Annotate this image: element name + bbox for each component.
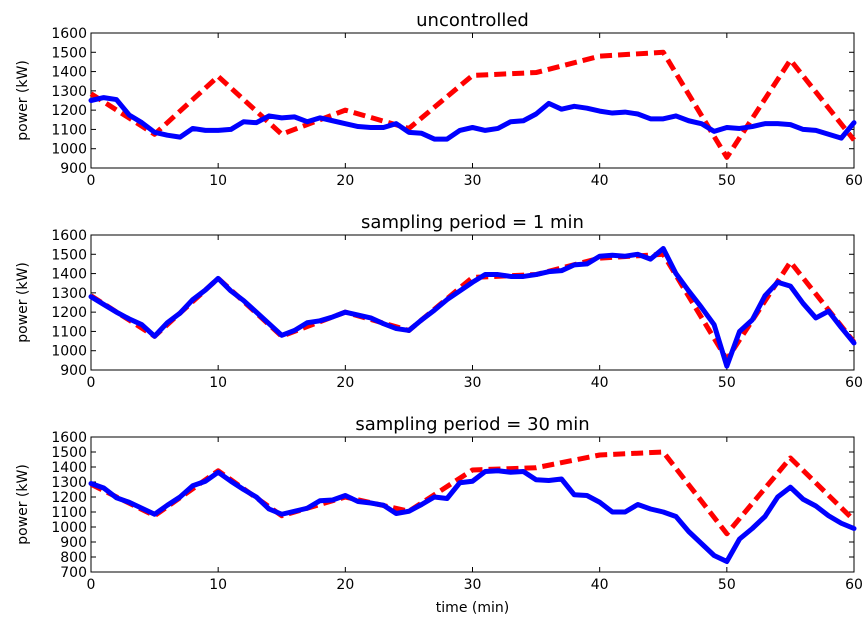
chart0-axes-frame — [90, 32, 855, 169]
chart1-ytick-label: 1400 — [51, 267, 87, 283]
chart0-xtick-label: 30 — [464, 173, 482, 189]
chart0-title: uncontrolled — [416, 10, 529, 31]
chart0-series-solid-blue-line — [88, 95, 857, 142]
chart2-xtick-label: 0 — [87, 577, 96, 593]
chart2-ytick-label: 1300 — [51, 475, 87, 491]
chart0-series-dashed-red-line — [89, 49, 856, 160]
chart1-ytick-label: 1000 — [51, 344, 87, 360]
chart2-series-dashed-red-line — [89, 449, 856, 537]
chart1-xtick-label: 20 — [336, 375, 354, 391]
chart0-xtick-label: 10 — [209, 173, 227, 189]
chart2-ytick-label: 1600 — [51, 430, 87, 446]
chart2-ytick-label: 1000 — [51, 520, 87, 536]
chart1-ytick-label: 1300 — [51, 286, 87, 302]
chart1-title: sampling period = 1 min — [361, 212, 584, 233]
chart2-xtick-label: 50 — [718, 577, 736, 593]
chart2-ytick-label: 1400 — [51, 460, 87, 476]
chart0-ytick-label: 1100 — [51, 122, 87, 138]
chart0-ytick-label: 1200 — [51, 103, 87, 119]
chart0-xtick-label: 60 — [845, 173, 863, 189]
chart1-ylabel: power (kW) — [15, 262, 31, 343]
chart2-ytick-label: 700 — [60, 565, 87, 581]
chart1-xtick-label: 10 — [209, 375, 227, 391]
chart1-xtick-label: 60 — [845, 375, 863, 391]
chart2-ytick-label: 1200 — [51, 490, 87, 506]
chart2-xlabel: time (min) — [436, 600, 509, 616]
chart1-ytick-label: 1600 — [51, 228, 87, 244]
chart0-ytick-label: 900 — [60, 161, 87, 177]
chart0-ytick-label: 1300 — [51, 84, 87, 100]
chart0-xtick-label: 0 — [87, 173, 96, 189]
chart2-xtick-label: 10 — [209, 577, 227, 593]
chart1-xtick-label: 0 — [87, 375, 96, 391]
chart1-series-dashed-red-line — [89, 251, 856, 362]
chart1-ytick-label: 1200 — [51, 305, 87, 321]
chart0-xtick-label: 20 — [336, 173, 354, 189]
chart1-xtick-label: 50 — [718, 375, 736, 391]
chart0-xtick-label: 50 — [718, 173, 736, 189]
chart2-ytick-label: 900 — [60, 535, 87, 551]
chart2-ytick-label: 1500 — [51, 445, 87, 461]
chart2-series-solid-blue-line — [88, 468, 857, 564]
chart0-ytick-label: 1000 — [51, 142, 87, 158]
chart2-xtick-label: 60 — [845, 577, 863, 593]
chart1-ytick-label: 1100 — [51, 324, 87, 340]
chart2-axes-frame — [90, 436, 855, 573]
chart2-xtick-label: 20 — [336, 577, 354, 593]
chart2-ytick-label: 800 — [60, 550, 87, 566]
chart2-ylabel: power (kW) — [15, 464, 31, 545]
chart1-xtick-label: 30 — [464, 375, 482, 391]
chart2-title: sampling period = 30 min — [355, 414, 589, 435]
chart1-axes-frame — [90, 234, 855, 371]
chart1-ytick-label: 1500 — [51, 247, 87, 263]
chart0-ytick-label: 1600 — [51, 26, 87, 42]
chart0-ytick-label: 1400 — [51, 65, 87, 81]
chart0-xtick-label: 40 — [591, 173, 609, 189]
chart2-xtick-label: 30 — [464, 577, 482, 593]
chart2-ytick-label: 1100 — [51, 505, 87, 521]
chart0-ylabel: power (kW) — [15, 60, 31, 141]
chart2-xtick-label: 40 — [591, 577, 609, 593]
chart1-xtick-label: 40 — [591, 375, 609, 391]
chart0-ytick-label: 1500 — [51, 45, 87, 61]
chart1-series-solid-blue-line — [88, 246, 857, 369]
chart1-ytick-label: 900 — [60, 363, 87, 379]
